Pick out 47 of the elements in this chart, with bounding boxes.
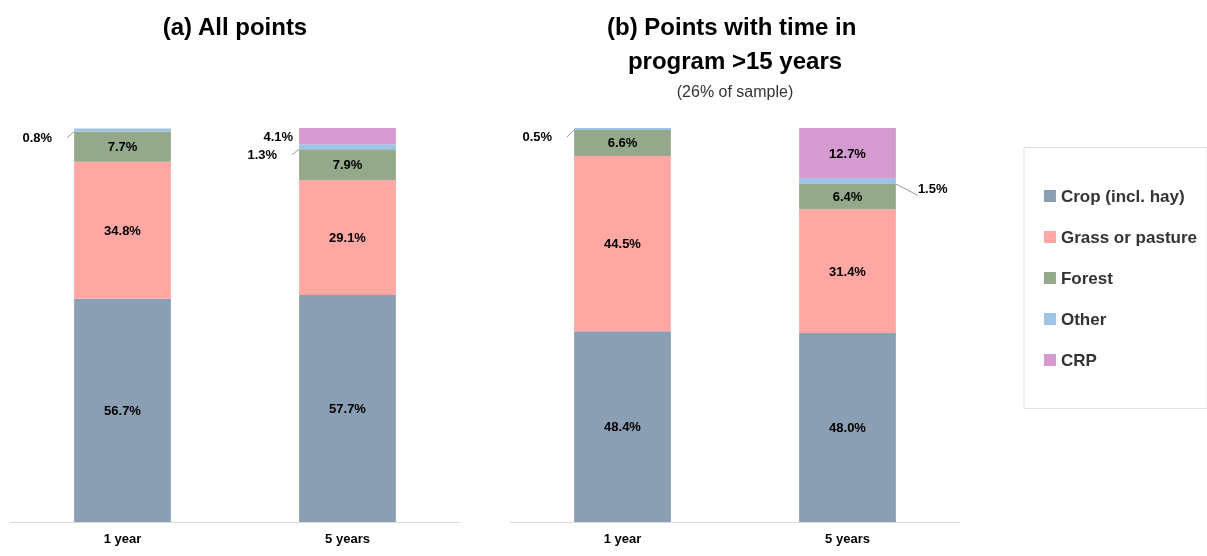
data-label: 56.7% [104, 402, 142, 418]
bar [299, 180, 396, 295]
data-label: 48.4% [604, 419, 642, 435]
data-label: 0.5% [522, 129, 553, 145]
bar [799, 183, 896, 210]
bar [574, 331, 671, 522]
chart-title: (a) All points [162, 12, 308, 40]
bar [74, 298, 171, 522]
data-label: 48.0% [829, 419, 867, 435]
chart-title: (b) Points with time in program >15 years [607, 12, 863, 74]
bar [574, 155, 671, 332]
data-label: 6.6% [607, 135, 638, 151]
data-label: 4.1% [263, 128, 294, 144]
bar [299, 149, 396, 181]
data-label: 7.7% [107, 139, 138, 155]
legend-label: CRP [1060, 350, 1097, 370]
bar [799, 209, 896, 333]
bar [574, 129, 671, 156]
bar [74, 161, 171, 299]
data-label: 6.4% [832, 189, 863, 205]
bar [299, 294, 396, 522]
chart-subtitle: (26% of sample) [676, 82, 794, 100]
data-label: 44.5% [604, 236, 642, 252]
data-label: 0.8% [22, 130, 53, 146]
x-tick-label: 5 years [325, 531, 370, 546]
x-tick-label: 5 years [825, 531, 870, 546]
data-label: 31.4% [829, 263, 867, 279]
bar [299, 144, 396, 150]
legend-label: Other [1060, 309, 1107, 329]
bar [74, 128, 171, 132]
bar [299, 128, 396, 145]
x-tick-label: 1 year [103, 531, 142, 546]
bar [799, 128, 896, 179]
legend-label: Grass or pasture [1060, 227, 1197, 247]
data-label: 1.5% [917, 181, 948, 197]
data-label: 12.7% [829, 145, 867, 161]
legend-label: Crop (incl. hay) [1060, 186, 1185, 206]
data-label: 57.7% [329, 400, 367, 416]
bar [74, 131, 171, 162]
bar [799, 178, 896, 184]
legend-label: Forest [1060, 268, 1114, 288]
data-label: 1.3% [247, 147, 278, 163]
data-label: 7.9% [332, 157, 363, 173]
data-label: 34.8% [104, 222, 142, 238]
x-tick-label: 1 year [603, 531, 642, 546]
data-label: 29.1% [329, 230, 367, 246]
bar [799, 332, 896, 522]
